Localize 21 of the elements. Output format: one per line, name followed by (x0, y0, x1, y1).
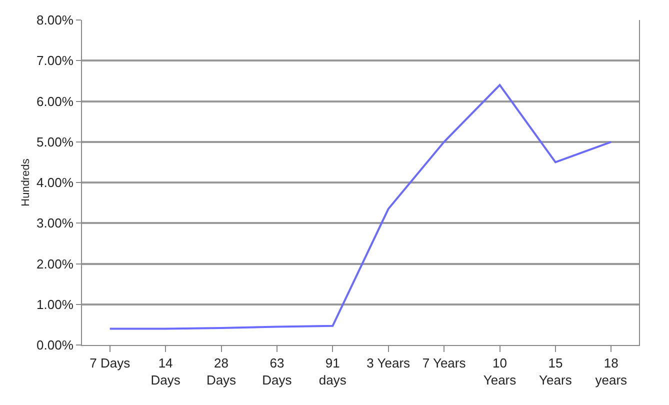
y-tick-label: 8.00% (36, 12, 74, 28)
y-tick-label: 2.00% (36, 256, 74, 272)
y-tick-label: 4.00% (36, 175, 74, 190)
x-tick-label: 18 years (595, 356, 628, 388)
y-axis-title: Hundreds (20, 158, 32, 206)
x-tick-label: 7 Years (422, 356, 466, 371)
y-tick-label: 0.00% (36, 338, 74, 353)
y-tick-label: 5.00% (36, 134, 74, 150)
x-tick-label: 3 Years (366, 356, 411, 371)
x-tick-label: 7 Days (90, 356, 131, 371)
y-tick-label: 6.00% (36, 94, 74, 109)
line-series (108, 84, 612, 330)
x-tick-label: 15 Years (539, 356, 572, 388)
x-tick-label: 14 Days (150, 356, 181, 388)
y-tick-label: 7.00% (36, 53, 74, 68)
x-tick-label: 28 Days (206, 356, 237, 388)
y-tick-label: 1.00% (36, 296, 74, 312)
x-tick-label: 10 Years (483, 356, 517, 388)
x-tick-label: 63 Days (262, 356, 292, 388)
x-tick-label: 91 days (318, 356, 347, 388)
y-tick-label: 3.00% (36, 216, 74, 231)
